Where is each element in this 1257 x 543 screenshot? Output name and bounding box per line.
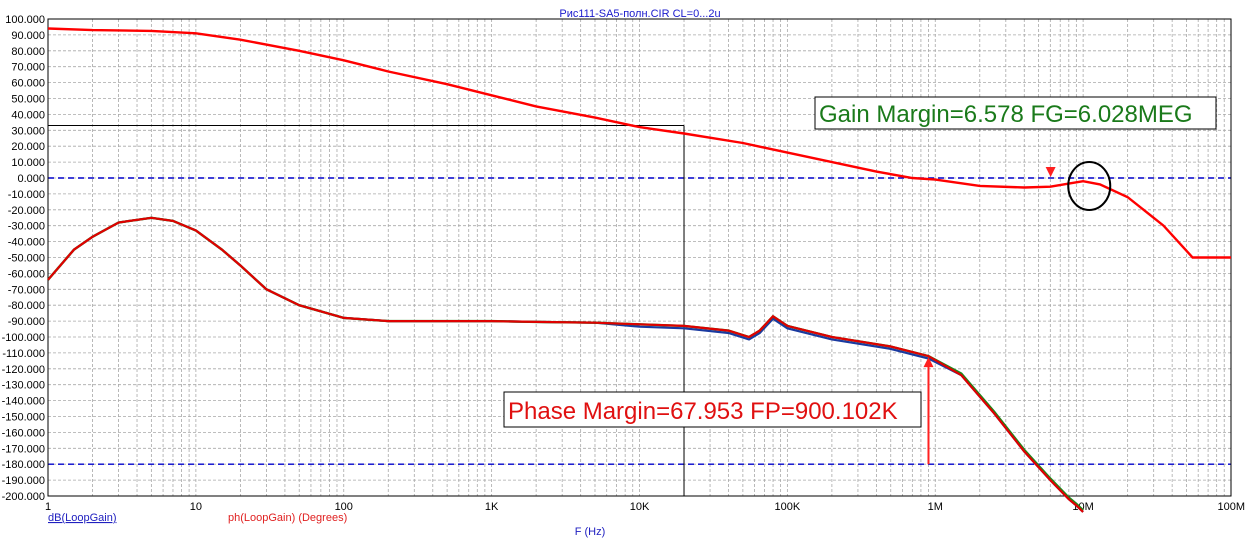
phase-margin-text: Phase Margin=67.953 FP=900.102K — [508, 398, 898, 425]
y-tick-label: 70.000 — [11, 62, 45, 74]
y-tick-label: 60.000 — [11, 78, 45, 90]
y-tick-label: -200.000 — [2, 491, 45, 503]
legend-gain[interactable]: dB(LoopGain) — [48, 512, 117, 524]
y-tick-label: -110.000 — [2, 348, 45, 360]
chart-title: Рис111-SA5-полн.CIR CL=0...2u — [559, 8, 720, 20]
gain-series-line — [47, 27, 1231, 259]
y-tick-label: 10.000 — [11, 157, 45, 169]
y-tick-label: 0.000 — [17, 173, 45, 185]
y-tick-label: -60.000 — [8, 268, 45, 280]
y-tick-label: -180.000 — [2, 459, 45, 471]
x-tick-label: 10K — [630, 501, 650, 513]
y-tick-label: 90.000 — [11, 30, 45, 42]
x-axis-label: F (Hz) — [575, 526, 606, 538]
x-tick-label: 1 — [45, 501, 51, 513]
y-tick-label: -150.000 — [2, 412, 45, 424]
phase-margin-box — [503, 391, 922, 428]
gain-margin-annotation[interactable]: Gain Margin=6.578 FG=6.028MEG — [814, 96, 1217, 130]
y-tick-label: 50.000 — [11, 94, 45, 106]
y-tick-label: -190.000 — [2, 475, 45, 487]
y-tick-label: 40.000 — [11, 109, 45, 121]
y-tick-label: -40.000 — [8, 237, 45, 249]
y-tick-label: -90.000 — [8, 316, 45, 328]
y-tick-label: 100.000 — [5, 14, 45, 26]
y-tick-label: -120.000 — [2, 364, 45, 376]
phase-series-line — [47, 216, 1084, 513]
x-tick-label: 1K — [485, 501, 499, 513]
gain-margin-marker-arrow — [1045, 167, 1056, 177]
y-tick-label: -100.000 — [2, 332, 45, 344]
x-tick-label: 10 — [190, 501, 202, 513]
y-tick-label: -10.000 — [8, 189, 45, 201]
phase-margin-annotation[interactable]: Phase Margin=67.953 FP=900.102K — [503, 391, 922, 428]
reference-lines — [48, 177, 1231, 465]
x-axis-ticks: 1 10 100 1K 10K 100K 1M 10M 100M — [45, 501, 1245, 513]
phase-margin-marker-arrow — [923, 357, 934, 368]
y-tick-label: -30.000 — [8, 221, 45, 233]
x-tick-label: 100K — [775, 501, 801, 513]
y-tick-label: -160.000 — [2, 427, 45, 439]
gain-margin-text: Gain Margin=6.578 FG=6.028MEG — [819, 101, 1193, 128]
y-tick-label: 80.000 — [11, 46, 45, 58]
x-tick-label: 1M — [928, 501, 943, 513]
y-tick-label: -130.000 — [2, 380, 45, 392]
legend-phase[interactable]: ph(LoopGain) (Degrees) — [228, 512, 347, 524]
y-tick-label: 30.000 — [11, 125, 45, 137]
y-tick-label: -70.000 — [8, 284, 45, 296]
x-tick-label: 100M — [1217, 501, 1245, 513]
y-tick-label: -170.000 — [2, 443, 45, 455]
y-tick-label: -140.000 — [2, 396, 45, 408]
y-tick-label: 20.000 — [11, 141, 45, 153]
series-layer — [47, 27, 1231, 513]
y-tick-label: -20.000 — [8, 205, 45, 217]
gain-margin-box — [814, 96, 1217, 130]
cursor-crosshair[interactable] — [48, 125, 685, 496]
gain-peak-circle — [1067, 160, 1112, 211]
marker-layer — [923, 160, 1112, 465]
y-tick-label: -50.000 — [8, 253, 45, 265]
y-axis-ticks: 100.000 90.000 80.000 70.000 60.000 50.000 40.… — [2, 14, 45, 503]
y-tick-label: -80.000 — [8, 300, 45, 312]
x-tick-label: 100 — [335, 501, 353, 513]
